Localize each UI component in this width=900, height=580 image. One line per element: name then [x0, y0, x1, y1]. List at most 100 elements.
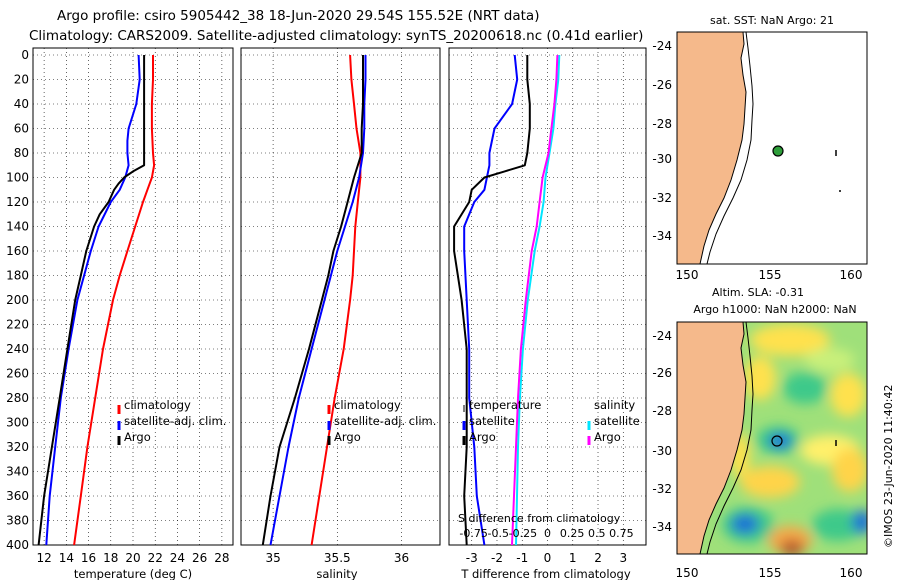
- s-tick-label: 0: [544, 527, 551, 540]
- series-line-climatology: [73, 55, 156, 546]
- x-tick-label: 1: [569, 551, 577, 565]
- sst-map-panel: sat. SST: NaN Argo: 21 -24 -26 -28 -30 -…: [652, 14, 868, 282]
- sla-title-line1: Altim. SLA: -0.31: [712, 286, 804, 299]
- sst-ytick: -30: [652, 152, 672, 166]
- depth-tick-label: 180: [6, 269, 29, 283]
- legend-t-satellite-label: satellite: [469, 414, 515, 428]
- sst-ytick: -28: [652, 117, 672, 131]
- sst-ytick: -24: [652, 39, 672, 53]
- depth-tick-label: 160: [6, 244, 29, 258]
- depth-tick-label: 60: [14, 122, 29, 136]
- difference-s-ticks: -0.75 -0.5 -0.25 0 0.25 0.5 0.75: [459, 527, 633, 540]
- depth-tick-label: 0: [21, 48, 29, 62]
- temperature-legend: climatology satellite-adj. clim. Argo: [117, 398, 226, 445]
- temperature-xlabel: temperature (deg C): [74, 567, 192, 580]
- legend-temperature-label: temperature: [469, 398, 541, 412]
- depth-tick-label: 340: [6, 465, 29, 479]
- x-tick-label: 18: [103, 551, 118, 565]
- depth-tick-label: 120: [6, 195, 29, 209]
- sst-island: [839, 190, 841, 192]
- x-tick-label: 0: [544, 551, 552, 565]
- series-line-temperature-argo: [453, 55, 531, 546]
- sla-blob: [852, 510, 867, 534]
- x-tick-label: -2: [491, 551, 503, 565]
- sla-blob: [731, 514, 759, 534]
- sla-xtick: 155: [759, 566, 782, 580]
- figure-title-line1: Argo profile: csiro 5905442_38 18-Jun-20…: [57, 8, 539, 24]
- sla-blob: [830, 373, 866, 417]
- depth-tick-label: 200: [6, 293, 29, 307]
- x-tick-label: -3: [466, 551, 478, 565]
- temperature-lines: [37, 54, 156, 546]
- sla-ytick: -24: [652, 329, 672, 343]
- sla-xtick: 150: [676, 566, 699, 580]
- depth-tick-label: 260: [6, 367, 29, 381]
- x-tick-label: 16: [81, 551, 96, 565]
- salinity-xlabel: salinity: [316, 567, 357, 580]
- x-tick-label: 28: [214, 551, 229, 565]
- sla-ytick: -26: [652, 366, 672, 380]
- difference-x-ticks: -3 -2 -1 0 1 2 3: [466, 551, 627, 565]
- legend-argo-label: Argo: [334, 430, 361, 444]
- x-tick-label: 3: [619, 551, 627, 565]
- series-line-satellite-adj-clim-: [45, 54, 141, 546]
- series-line-argo: [37, 55, 146, 546]
- difference-legend-right: salinity satellite Argo: [587, 398, 640, 445]
- imos-credit: ©IMOS 23-Jun-2020 11:40:42: [882, 384, 895, 548]
- temperature-depth-ticks: 0 20 40 60 80 100 120 140 160 180 200 220 240 260 280 3…: [6, 48, 29, 552]
- legend-s-satellite-label: satellite: [594, 414, 640, 428]
- x-tick-label: 2: [594, 551, 602, 565]
- sst-map-frame: [676, 31, 868, 265]
- series-line-satellite-adj-clim-: [269, 55, 367, 546]
- legend-satellite-label: satellite-adj. clim.: [334, 414, 436, 428]
- salinity-x-ticks: 35 35.5 36: [265, 551, 409, 565]
- sla-map-xticks: 150 155 160: [676, 566, 863, 580]
- series-line-argo: [261, 55, 364, 546]
- sla-blob: [805, 348, 855, 372]
- sla-blob: [740, 466, 800, 498]
- sla-ytick: -30: [652, 444, 672, 458]
- sst-argo-float-marker: [772, 145, 784, 157]
- sst-ytick: -26: [652, 78, 672, 92]
- x-tick-label: 24: [170, 551, 185, 565]
- sla-ytick: -28: [652, 404, 672, 418]
- sst-isobath: [706, 32, 754, 264]
- depth-tick-label: 240: [6, 342, 29, 356]
- sla-ytick: -32: [652, 482, 672, 496]
- salinity-legend: climatology satellite-adj. clim. Argo: [327, 398, 436, 445]
- depth-tick-label: 220: [6, 318, 29, 332]
- temperature-grid: [33, 48, 233, 546]
- legend-argo-label: Argo: [124, 430, 151, 444]
- depth-tick-label: 300: [6, 416, 29, 430]
- x-tick-label: 14: [59, 551, 74, 565]
- sst-xtick: 150: [676, 268, 699, 282]
- depth-tick-label: 360: [6, 489, 29, 503]
- s-tick-label: 0.5: [588, 527, 606, 540]
- legend-s-argo-label: Argo: [594, 430, 621, 444]
- depth-tick-label: 40: [14, 97, 29, 111]
- s-difference-label: S difference from climatology: [458, 512, 621, 525]
- depth-tick-label: 400: [6, 538, 29, 552]
- sst-map-xticks: 150 155 160: [676, 268, 863, 282]
- sla-map-panel: Altim. SLA: -0.31 Argo h1000: NaN h2000:…: [652, 286, 868, 580]
- depth-tick-label: 320: [6, 440, 29, 454]
- series-line-temperature-satellite: [463, 54, 519, 546]
- x-tick-label: 20: [125, 551, 140, 565]
- sst-land: [677, 32, 747, 264]
- difference-legend-left: temperature satellite Argo: [462, 398, 541, 445]
- sst-ytick: -32: [652, 191, 672, 205]
- depth-tick-label: 280: [6, 391, 29, 405]
- legend-t-argo-label: Argo: [469, 430, 496, 444]
- sla-field-blobs: [722, 324, 867, 554]
- sst-map-title: sat. SST: NaN Argo: 21: [710, 14, 834, 27]
- s-tick-label: -0.5: [488, 527, 509, 540]
- sla-title-line2: Argo h1000: NaN h2000: NaN: [693, 303, 856, 316]
- sla-blob: [783, 372, 827, 404]
- temperature-panel: 0 20 40 60 80 100 120 140 160 180 200 220 240 260 280 3…: [6, 47, 234, 580]
- salinity-lines: [261, 54, 367, 546]
- sla-blob: [750, 324, 830, 356]
- legend-climatology-label: climatology: [124, 398, 191, 412]
- sla-blob: [744, 356, 776, 400]
- salinity-panel: 35 35.5 36 salinity climatology satellite-…: [240, 47, 441, 580]
